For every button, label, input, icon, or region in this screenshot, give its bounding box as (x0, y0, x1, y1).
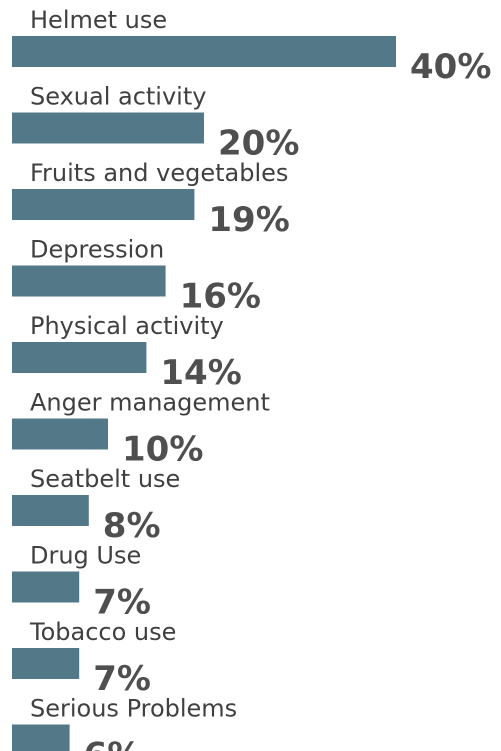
category-label: Fruits and vegetables (30, 159, 288, 187)
bar (12, 189, 195, 220)
value-label: 16% (180, 277, 261, 317)
category-label: Drug Use (30, 542, 141, 570)
value-label: 20% (218, 124, 299, 164)
bar (12, 495, 89, 526)
bar (12, 648, 80, 679)
value-label: 40% (410, 47, 491, 87)
value-label: 10% (122, 430, 203, 470)
bar (12, 342, 147, 373)
category-label: Seatbelt use (30, 465, 180, 493)
bar (12, 724, 70, 751)
chart-rows: Helmet use 40% Sexual activity 20%Fruits an… (12, 6, 491, 751)
value-label: 7% (93, 583, 151, 623)
value-label: 7% (93, 659, 151, 699)
category-label: Sexual activity (30, 83, 206, 111)
bar (12, 265, 166, 297)
bar (12, 418, 108, 450)
value-label: 6% (84, 736, 142, 751)
category-label: Depression (30, 236, 164, 264)
category-label: Tobacco use (29, 618, 176, 646)
bar (12, 571, 80, 603)
category-label: Serious Problems (30, 695, 237, 723)
bar (12, 36, 396, 67)
bar (12, 112, 204, 144)
value-label: 14% (160, 353, 241, 393)
value-label: 19% (208, 200, 289, 240)
category-label: Helmet use (30, 6, 167, 34)
category-label: Physical activity (30, 312, 224, 340)
category-label: Anger management (30, 389, 270, 417)
value-label: 8% (103, 506, 161, 546)
